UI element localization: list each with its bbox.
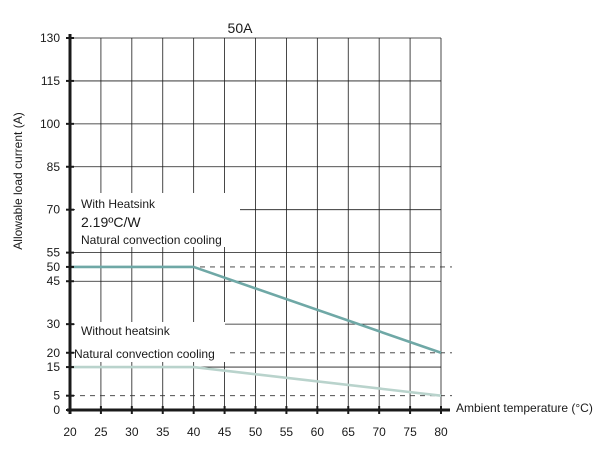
heatsink-annotation-box <box>75 193 240 247</box>
x-tick-label: 45 <box>218 425 232 439</box>
no-heatsink-cooling-label: Natural convection cooling <box>74 347 215 361</box>
no-heatsink-title-label: Without heatsink <box>81 324 171 338</box>
heatsink-title-label: With Heatsink <box>81 197 156 211</box>
y-tick-label: 5 <box>53 389 60 403</box>
x-tick-label: 65 <box>342 425 356 439</box>
y-tick-label: 0 <box>53 403 60 417</box>
x-axis-label: Ambient temperature (°C) <box>456 401 593 415</box>
y-tick-label: 70 <box>47 203 61 217</box>
y-tick-label: 55 <box>47 246 61 260</box>
y-tick-label: 15 <box>47 360 61 374</box>
heatsink-cooling-label: Natural convection cooling <box>81 233 222 247</box>
y-axis-label: Allowable load current (A) <box>11 112 25 249</box>
x-tick-label: 20 <box>63 425 77 439</box>
y-tick-label: 45 <box>47 274 61 288</box>
x-tick-label: 60 <box>311 425 325 439</box>
no-heatsink-annotation-box <box>75 322 225 362</box>
y-tick-label: 115 <box>41 74 60 88</box>
x-tick-label: 55 <box>280 425 294 439</box>
x-tick-label: 25 <box>94 425 108 439</box>
axes <box>66 34 450 414</box>
series-line-without-heatsink <box>70 365 442 397</box>
chart-title: 50A <box>228 20 254 36</box>
y-tick-label: 20 <box>47 346 61 360</box>
heatsink-resistance-label: 2.19ºC/W <box>81 214 141 230</box>
y-tick-label: 85 <box>47 160 61 174</box>
y-tick-label: 100 <box>40 117 60 131</box>
x-tick-label: 40 <box>187 425 201 439</box>
series-lines <box>70 265 442 397</box>
y-tick-label: 50 <box>47 260 61 274</box>
y-tick-label: 30 <box>47 317 61 331</box>
x-tick-label: 70 <box>372 425 386 439</box>
series-line-with-heatsink <box>70 265 442 354</box>
y-tick-label: 130 <box>40 31 60 45</box>
x-tick-label: 80 <box>434 425 448 439</box>
x-tick-labels: 20 25 30 35 40 45 50 55 60 65 70 75 80 <box>63 425 448 439</box>
x-tick-label: 30 <box>125 425 139 439</box>
x-tick-label: 35 <box>156 425 170 439</box>
x-tick-label: 75 <box>403 425 417 439</box>
annotation-boxes <box>75 193 240 362</box>
x-tick-label: 50 <box>249 425 263 439</box>
